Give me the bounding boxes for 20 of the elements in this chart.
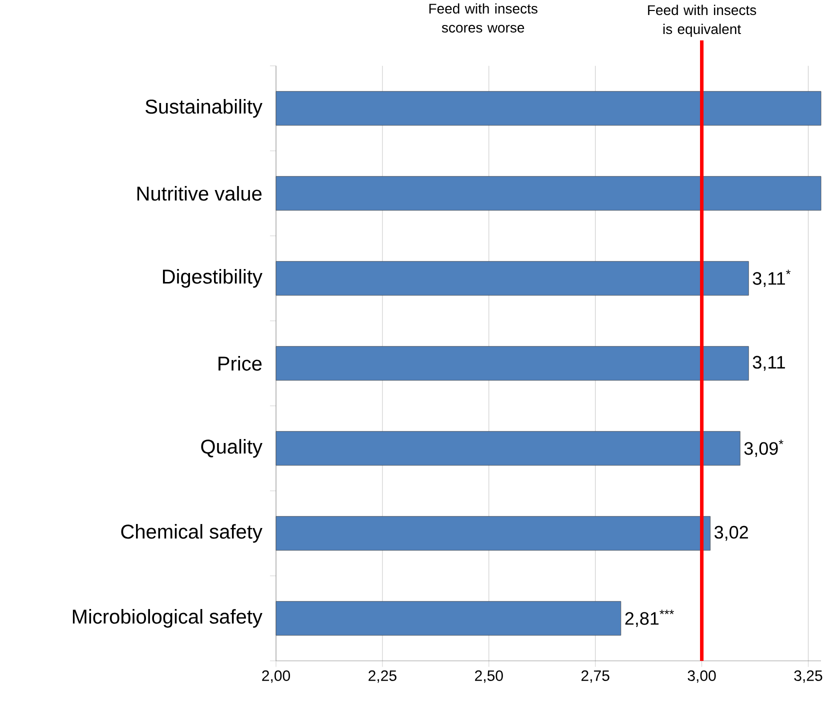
text: Feed with insects scores worse (429, 3, 538, 33)
x-tick-label: 3,25 (794, 670, 822, 683)
data-label: 3,11$^{*}$ (752, 270, 791, 288)
y-tick-label: Digestibility (162, 269, 262, 288)
y-tick-label: Chemical safety (121, 524, 262, 543)
x-tick-label: 2,75 (581, 670, 610, 683)
data-label: 3,11 (752, 356, 785, 371)
y-tick-label: Price (218, 356, 262, 371)
y-tick-label: Quality (201, 439, 262, 458)
data-label: 2,81$^{***}$ (625, 610, 674, 628)
ref-line-label: Feed with insects is equivalent (648, 4, 756, 37)
data-label: 3,09$^{*}$ (744, 440, 784, 458)
y-tick-label: Sustainability (146, 99, 262, 118)
x-tick-label: 2,00 (262, 670, 290, 683)
x-tick-label: 2,50 (475, 670, 503, 683)
x-tick-label: 2,25 (368, 670, 396, 683)
y-tick-label: Microbiological safety (72, 609, 262, 628)
x-tick-label: 3,00 (688, 670, 716, 683)
y-tick-label: Nutritive value (137, 186, 262, 201)
data-label: 3,02 (714, 526, 748, 541)
